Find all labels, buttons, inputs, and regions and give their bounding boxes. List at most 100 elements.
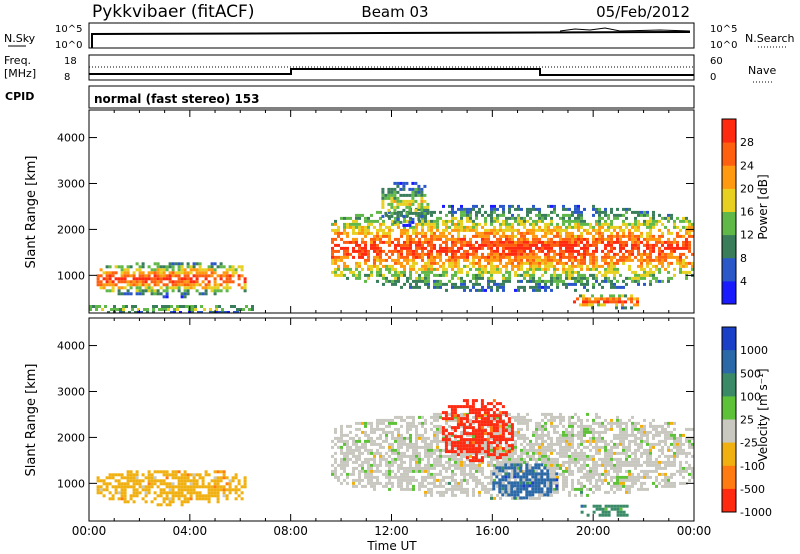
velocity-cell-1 <box>460 484 463 488</box>
velocity-cell-1 <box>622 448 625 452</box>
power-cell-2 <box>646 213 649 217</box>
power-cell-0 <box>138 277 142 281</box>
power-cell-2 <box>538 258 541 262</box>
velocity-cell-1 <box>451 451 454 455</box>
velocity-cell-1 <box>454 457 457 461</box>
velocity-cell-1 <box>385 469 388 473</box>
power-cell-2 <box>439 285 442 289</box>
velocity-cell-2 <box>447 417 451 421</box>
velocity-cell-1 <box>658 424 661 428</box>
velocity-cell-1 <box>463 451 466 455</box>
power-cell-2 <box>526 207 529 211</box>
velocity-cell-1 <box>355 454 358 458</box>
velocity-cell-1 <box>451 433 454 437</box>
velocity-cell-1 <box>397 481 400 485</box>
velocity-cell-1 <box>367 472 370 476</box>
power-cell-0 <box>135 286 139 290</box>
velocity-cell-1 <box>670 460 673 464</box>
velocity-cell-1 <box>622 478 625 482</box>
power-cell-2 <box>679 267 682 271</box>
power-cell-2 <box>613 276 616 280</box>
velocity-cell-1 <box>445 460 448 464</box>
power-cell-1 <box>179 305 182 308</box>
power-cell-2 <box>433 243 436 247</box>
velocity-cell-1 <box>640 454 643 458</box>
power-cell-2 <box>610 285 613 289</box>
velocity-cell-1 <box>358 457 361 461</box>
power-cell-0 <box>156 283 160 287</box>
velocity-cell-0 <box>108 476 112 480</box>
velocity-cell-1 <box>367 448 370 452</box>
velocity-cell-1 <box>454 481 457 485</box>
power-cell-2 <box>388 225 391 229</box>
velocity-cell-1 <box>517 427 520 431</box>
power-cell-2 <box>619 213 622 217</box>
velocity-cell-0 <box>216 476 220 480</box>
power-cell-0 <box>135 292 139 296</box>
velocity-cell-1 <box>415 460 418 464</box>
velocity-cell-1 <box>565 454 568 458</box>
velocity-cell-1 <box>565 478 568 482</box>
power-cell-2 <box>562 228 565 232</box>
velocity-cell-0 <box>159 503 163 507</box>
power-cell-2 <box>583 249 586 253</box>
power-cell-2 <box>625 276 628 280</box>
velocity-cell-1 <box>397 454 400 458</box>
velocity-cell-1 <box>361 466 364 470</box>
power-cell-2 <box>505 270 508 274</box>
power-cell-1 <box>233 311 236 313</box>
velocity-cell-0 <box>216 485 220 489</box>
power-cell-2 <box>388 267 391 271</box>
power-cell-2 <box>658 249 661 253</box>
power-cell-2 <box>640 252 643 256</box>
power-cell-2 <box>658 267 661 271</box>
velocity-cell-1 <box>460 463 463 467</box>
velocity-cell-0 <box>129 485 133 489</box>
velocity-cell-1 <box>583 475 586 479</box>
velocity-cell-1 <box>340 436 343 440</box>
power-cell-0 <box>138 292 142 296</box>
velocity-cell-1 <box>427 454 430 458</box>
power-cell-2 <box>688 228 691 232</box>
power-cell-2 <box>415 282 418 286</box>
power-cell-2 <box>661 252 664 256</box>
power-cell-2 <box>394 258 397 262</box>
power-cell-2 <box>532 273 535 277</box>
power-cell-2 <box>511 246 514 250</box>
power-cell-2 <box>418 207 421 211</box>
velocity-cell-0 <box>144 491 148 495</box>
velocity-cell-1 <box>391 457 394 461</box>
power-cell-4 <box>417 211 421 215</box>
power-cell-2 <box>493 234 496 238</box>
power-cell-2 <box>493 249 496 253</box>
power-cell-2 <box>535 267 538 271</box>
power-cell-1 <box>191 308 194 311</box>
velocity-cell-1 <box>340 451 343 455</box>
power-cell-2 <box>625 234 628 238</box>
power-cell-0 <box>165 292 169 296</box>
power-cell-2 <box>610 237 613 241</box>
power-cell-2 <box>481 288 484 292</box>
velocity-cell-1 <box>661 439 664 443</box>
velocity-cell-1 <box>424 490 427 494</box>
power-cell-2 <box>334 249 337 253</box>
velocity-cell-1 <box>346 451 349 455</box>
velocity-cell-1 <box>604 445 607 449</box>
power-cell-2 <box>460 207 463 211</box>
power-cell-2 <box>487 258 490 262</box>
velocity-cell-1 <box>400 436 403 440</box>
power-cell-2 <box>418 237 421 241</box>
velocity-cell-1 <box>646 469 649 473</box>
power-cell-2 <box>544 228 547 232</box>
power-cell-2 <box>499 240 502 244</box>
velocity-cell-1 <box>406 466 409 470</box>
velocity-cell-1 <box>370 424 373 428</box>
velocity-cell-1 <box>358 439 361 443</box>
velocity-cell-0 <box>162 482 166 486</box>
velocity-cell-1 <box>442 493 445 497</box>
power-cell-2 <box>499 255 502 259</box>
velocity-cell-1 <box>469 475 472 479</box>
velocity-cell-0 <box>120 482 124 486</box>
power-cell-2 <box>412 228 415 232</box>
velocity-cell-0 <box>174 470 178 474</box>
